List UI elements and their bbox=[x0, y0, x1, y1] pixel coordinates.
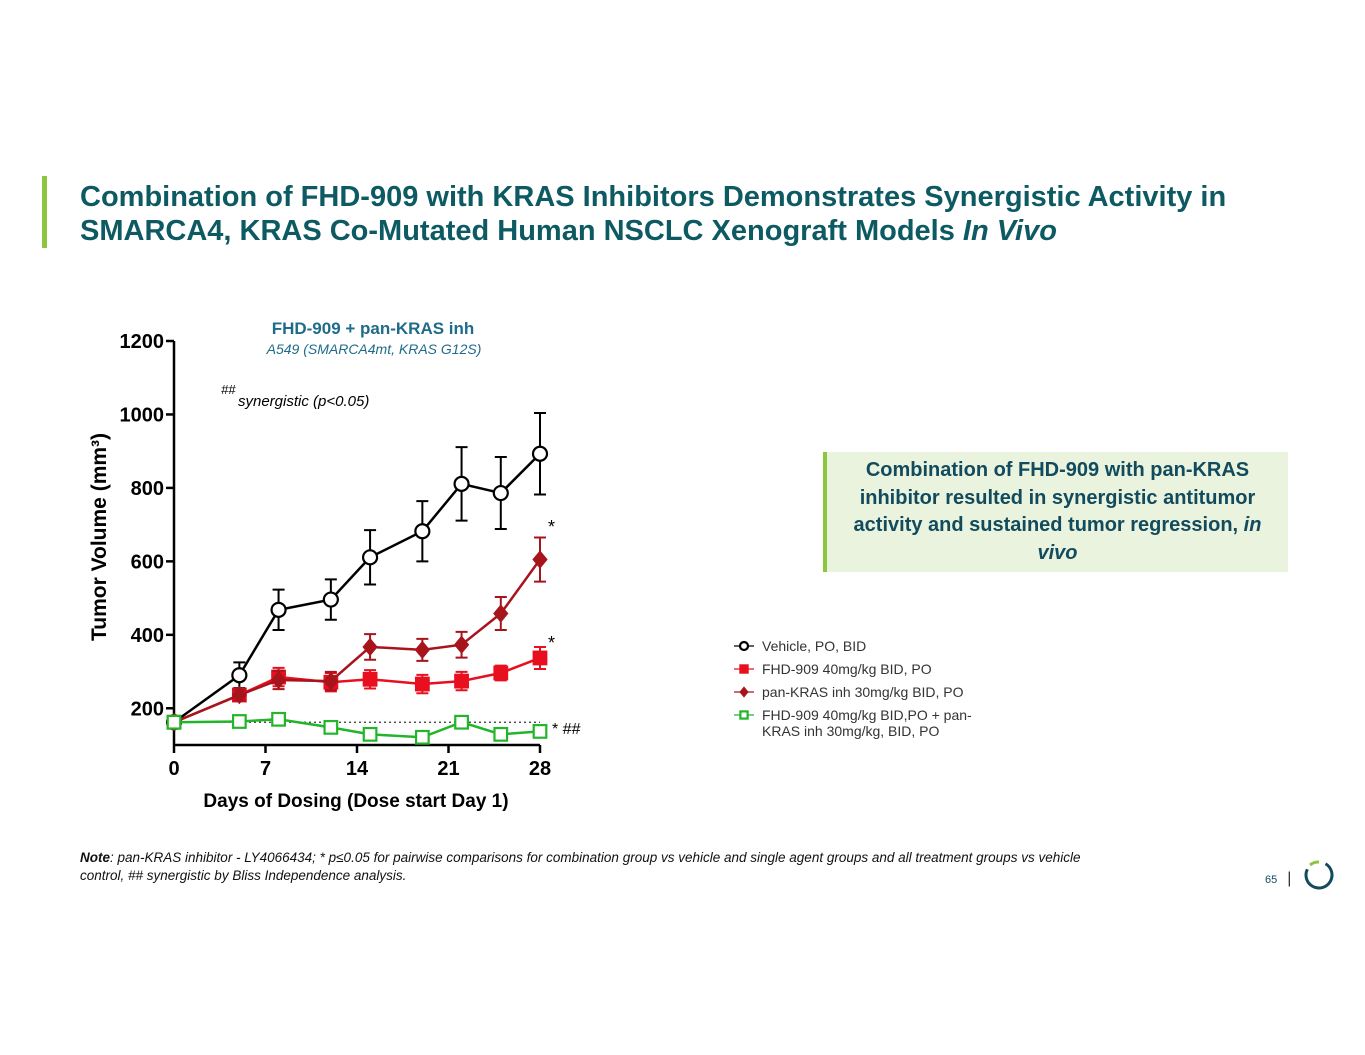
data-point bbox=[271, 711, 286, 727]
series-line bbox=[173, 558, 542, 724]
annotation: * bbox=[548, 517, 555, 537]
data-point bbox=[166, 714, 182, 730]
legend-label: pan-KRAS inh 30mg/kg BID, PO bbox=[762, 684, 964, 700]
title-bar bbox=[42, 176, 47, 248]
legend-marker bbox=[739, 664, 749, 674]
data-point bbox=[532, 724, 548, 739]
x-tick-label: 7 bbox=[260, 758, 271, 780]
data-point bbox=[231, 667, 248, 684]
legend-item: FHD-909 40mg/kg BID, PO bbox=[732, 661, 982, 677]
legend-swatch bbox=[734, 640, 754, 652]
data-point bbox=[270, 601, 287, 618]
page-number-text: 65 bbox=[1265, 874, 1278, 886]
data-point bbox=[231, 714, 247, 729]
logo bbox=[1304, 860, 1334, 890]
annotation: * bbox=[548, 633, 555, 653]
series-line bbox=[173, 452, 541, 724]
y-tick-label: 400 bbox=[131, 625, 164, 647]
data-point bbox=[454, 714, 469, 730]
data-point bbox=[531, 445, 549, 462]
x-tick-label: 0 bbox=[168, 758, 179, 780]
y-tick-label: 200 bbox=[131, 698, 164, 720]
data-point bbox=[493, 604, 509, 623]
data-point bbox=[454, 673, 469, 689]
legend: Vehicle, PO, BID FHD-909 40mg/kg BID, PO p… bbox=[732, 638, 982, 746]
legend-swatch bbox=[734, 686, 754, 698]
data-point bbox=[323, 719, 339, 735]
data-point bbox=[362, 726, 378, 742]
data-point bbox=[493, 726, 509, 742]
x-tick-label: 14 bbox=[346, 758, 369, 780]
data-point bbox=[453, 475, 470, 492]
data-point bbox=[493, 665, 509, 681]
y-axis-label: Tumor Volume (mm³) bbox=[88, 433, 111, 641]
data-point bbox=[362, 637, 378, 657]
legend-marker bbox=[739, 686, 749, 698]
data-point bbox=[414, 729, 430, 745]
data-point bbox=[453, 635, 470, 654]
annotation: * ## bbox=[552, 721, 581, 738]
legend-item: FHD-909 40mg/kg BID,PO + pan-KRAS inh 30… bbox=[732, 707, 982, 739]
callout-text: Combination of FHD-909 with pan-KRAS inh… bbox=[853, 459, 1256, 536]
legend-swatch bbox=[734, 710, 754, 720]
y-tick-label: 1200 bbox=[120, 331, 165, 353]
legend-marker bbox=[738, 640, 750, 652]
data-point bbox=[323, 671, 339, 691]
y-tick-label: 1000 bbox=[120, 404, 165, 426]
legend-label: Vehicle, PO, BID bbox=[762, 638, 867, 654]
data-point bbox=[414, 676, 430, 692]
slide-title: Combination of FHD-909 with KRAS Inhibit… bbox=[80, 180, 1340, 248]
legend-label: FHD-909 40mg/kg BID,PO + pan-KRAS inh 30… bbox=[762, 707, 972, 739]
data-point bbox=[492, 484, 509, 502]
data-point bbox=[414, 523, 431, 540]
legend-item: pan-KRAS inh 30mg/kg BID, PO bbox=[732, 684, 982, 700]
callout-italic: in vivo bbox=[1037, 514, 1262, 564]
data-point bbox=[231, 685, 248, 705]
x-tick-label: 21 bbox=[437, 758, 459, 780]
legend-item: Vehicle, PO, BID bbox=[732, 638, 982, 654]
note: Note: pan-KRAS inhibitor - LY4066434; * … bbox=[80, 849, 1090, 885]
x-axis-label: Days of Dosing (Dose start Day 1) bbox=[203, 791, 508, 812]
title-text: Combination of FHD-909 with KRAS Inhibit… bbox=[80, 181, 1227, 247]
data-point bbox=[270, 670, 287, 690]
y-tick-label: 800 bbox=[131, 478, 164, 500]
data-point bbox=[532, 650, 548, 666]
data-point bbox=[362, 671, 378, 687]
data-point bbox=[361, 549, 379, 566]
annotation: synergistic (p<0.05) bbox=[238, 393, 369, 410]
x-tick-label: 28 bbox=[529, 758, 551, 780]
annotation: ## bbox=[221, 382, 236, 397]
data-point bbox=[532, 550, 548, 569]
page-number: 65 | bbox=[1265, 870, 1291, 888]
series-line bbox=[173, 656, 541, 724]
note-label: Note bbox=[80, 850, 110, 865]
title-italic: In Vivo bbox=[962, 215, 1057, 247]
chart-subtitle: A549 (SMARCA4mt, KRAS G12S) bbox=[266, 341, 482, 357]
separator: | bbox=[1287, 870, 1292, 887]
legend-swatch bbox=[734, 664, 754, 674]
note-text: : pan-KRAS inhibitor - LY4066434; * p≤0.… bbox=[80, 850, 1081, 883]
callout: Combination of FHD-909 with pan-KRAS inh… bbox=[823, 452, 1288, 572]
legend-marker bbox=[739, 710, 749, 720]
legend-label: FHD-909 40mg/kg BID, PO bbox=[762, 661, 932, 677]
chart-title: FHD-909 + pan-KRAS inh bbox=[272, 319, 475, 338]
data-point bbox=[414, 640, 431, 660]
y-tick-label: 600 bbox=[131, 551, 164, 573]
data-point bbox=[322, 591, 339, 608]
